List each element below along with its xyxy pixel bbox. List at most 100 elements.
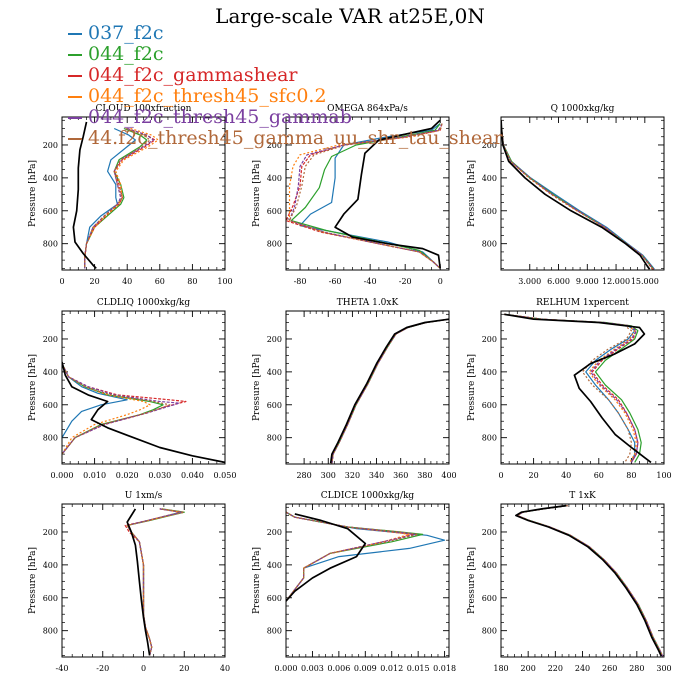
panel-title: RELHUM 1xpercent [536, 298, 629, 308]
y-axis-label: Pressure [hPa] [467, 354, 477, 421]
y-tick-label: 800 [482, 240, 497, 249]
x-tick-label: 200 [521, 664, 536, 673]
x-tick-label: 0.003 [301, 664, 324, 673]
x-tick-label: -20 [96, 664, 109, 673]
reference-line [62, 361, 225, 464]
series-line-4 [84, 127, 159, 269]
series-line-2 [126, 508, 185, 656]
series-line-6 [126, 508, 185, 656]
y-axis-label: Pressure [hPa] [467, 160, 477, 227]
x-tick-label: 0.040 [181, 471, 204, 480]
plot-frame [61, 310, 226, 465]
series-line-4 [286, 511, 410, 602]
legend-label: 044_f2c [88, 43, 164, 65]
reference-line [504, 313, 652, 464]
x-tick-label: 100 [217, 277, 232, 286]
y-tick-label: 400 [482, 561, 497, 570]
y-tick-label: 800 [267, 627, 282, 636]
y-tick-label: 400 [43, 368, 58, 377]
series-line-4 [126, 508, 181, 656]
y-tick-label: 800 [43, 627, 58, 636]
series-line-3 [504, 313, 639, 463]
y-axis-label: Pressure [hPa] [28, 547, 38, 614]
x-tick-label: 280 [629, 664, 644, 673]
x-tick-label: 0.009 [354, 664, 377, 673]
x-tick-label: 400 [441, 471, 456, 480]
series-line-5 [286, 511, 417, 602]
legend-entry: 044_f2c_gammashear [68, 64, 298, 86]
x-tick-label: 0.018 [433, 664, 456, 673]
x-tick-label: 360 [393, 471, 408, 480]
y-tick-label: 600 [43, 401, 58, 410]
legend-entry: 037_f2c [68, 22, 164, 44]
legend-swatch [68, 138, 82, 140]
y-tick-label: 600 [267, 207, 282, 216]
legend-label: 044_f2c_thresh45_sfc0.2 [88, 85, 327, 107]
series-group [286, 119, 443, 269]
x-tick-label: 0.050 [214, 471, 237, 480]
series-group [515, 504, 664, 657]
x-tick-label: 9.000 [576, 277, 599, 286]
series-line-4 [504, 313, 637, 463]
series-group [504, 313, 652, 464]
series-group [72, 121, 159, 269]
y-tick-label: 800 [482, 627, 497, 636]
panel-title: U 1xm/s [125, 491, 163, 501]
panel-6: 0 20 40 60 80 100 200 400 600 800 Pressure [hPa] RE… [467, 298, 672, 480]
x-tick-label: 220 [548, 664, 563, 673]
series-line-6 [331, 318, 449, 464]
series-line-4 [516, 505, 664, 657]
series-group [124, 508, 185, 656]
x-tick-label: 15.000 [631, 277, 659, 286]
y-tick-label: 200 [267, 528, 282, 537]
series-line-6 [288, 123, 443, 269]
legend-label: 044_f2c_gammashear [88, 64, 298, 86]
y-tick-label: 600 [43, 207, 58, 216]
y-tick-label: 600 [267, 594, 282, 603]
legend-entry: 044_f2c [68, 43, 164, 65]
x-tick-label: 0.010 [83, 471, 106, 480]
x-tick-label: 0 [498, 471, 503, 480]
x-tick-label: -80 [294, 277, 307, 286]
figure-title: Large-scale VAR at25E,0N [215, 4, 485, 28]
plot-frame [500, 310, 665, 465]
x-tick-label: -40 [56, 664, 69, 673]
x-tick-label: 0.015 [407, 664, 430, 673]
x-tick-label: 100 [656, 471, 671, 480]
y-tick-label: 200 [267, 141, 282, 150]
panel-4: 0.000 0.010 0.020 0.030 0.040 0.050 200 400 600 8… [28, 298, 236, 480]
x-tick-label: -20 [399, 277, 412, 286]
y-tick-label: 200 [482, 141, 497, 150]
series-line-2 [504, 313, 642, 463]
series-line-3 [62, 363, 187, 455]
series-line-1 [84, 127, 136, 269]
x-tick-label: 300 [321, 471, 336, 480]
x-tick-label: 80 [626, 471, 636, 480]
panel-9: 180 200 220 240 260 280 300 200 400 600 800 Pressur… [467, 491, 672, 673]
panel-7: -40 -20 0 20 40 200 400 600 800 Pressure [hPa] U 1… [28, 491, 230, 673]
plot-frame [285, 503, 450, 658]
x-tick-label: 0 [141, 664, 146, 673]
panel-title: OMEGA 864xPa/s [327, 104, 408, 114]
series-line-5 [62, 363, 180, 455]
x-tick-label: 20 [179, 664, 189, 673]
series-line-6 [516, 505, 664, 657]
series-group [501, 120, 655, 270]
y-tick-label: 600 [267, 401, 282, 410]
plot-frame [500, 503, 665, 658]
plot-frame [500, 116, 665, 271]
series-line-5 [501, 120, 653, 270]
y-tick-label: 200 [482, 335, 497, 344]
y-tick-label: 800 [43, 434, 58, 443]
y-tick-label: 600 [482, 207, 497, 216]
legend-swatch [68, 75, 82, 77]
x-tick-label: 0 [59, 277, 64, 286]
series-line-6 [62, 363, 171, 455]
x-tick-label: 40 [561, 471, 571, 480]
panel-title: CLOUD 100xfraction [96, 104, 192, 114]
x-tick-label: 0.030 [148, 471, 171, 480]
y-axis-label: Pressure [hPa] [467, 547, 477, 614]
y-tick-label: 200 [482, 528, 497, 537]
x-tick-label: 0.012 [380, 664, 403, 673]
panel-3: 3.000 6.000 9.000 12.000 15.000 200 400 600 800 P… [467, 104, 665, 286]
